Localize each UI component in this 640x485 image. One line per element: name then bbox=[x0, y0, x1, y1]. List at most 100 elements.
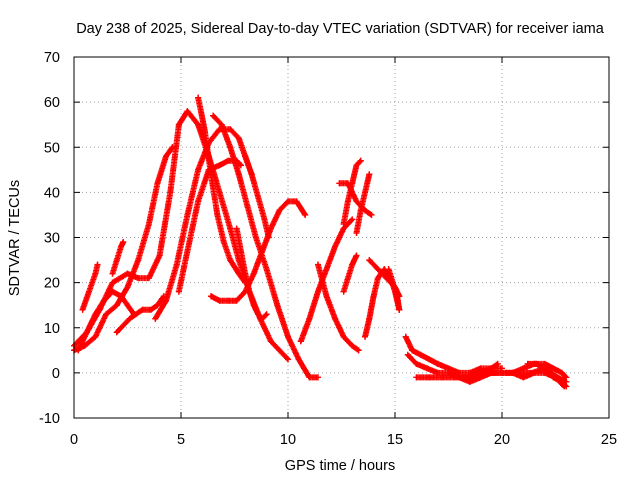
data-point bbox=[332, 315, 339, 322]
data-point bbox=[274, 302, 281, 309]
data-point bbox=[259, 248, 266, 255]
data-point bbox=[362, 189, 369, 196]
series-markers bbox=[385, 266, 403, 313]
data-point bbox=[353, 229, 360, 236]
data-point bbox=[235, 171, 242, 178]
data-point bbox=[263, 266, 270, 273]
data-point bbox=[385, 266, 392, 273]
data-point bbox=[167, 189, 174, 196]
series-arc-5 bbox=[109, 239, 127, 277]
data-point bbox=[139, 306, 146, 313]
data-point bbox=[113, 329, 120, 336]
data-point bbox=[285, 356, 291, 363]
series-arc-15 bbox=[314, 261, 362, 354]
data-point bbox=[207, 171, 214, 178]
data-point bbox=[83, 329, 90, 336]
data-point bbox=[135, 257, 142, 264]
data-point bbox=[402, 333, 409, 340]
series-arc-20 bbox=[362, 266, 403, 340]
data-point bbox=[152, 315, 159, 322]
data-point bbox=[113, 302, 120, 309]
data-point bbox=[109, 288, 116, 295]
data-point bbox=[434, 360, 441, 367]
series-arc-19 bbox=[353, 171, 373, 236]
y-tick-label: 20 bbox=[44, 276, 60, 292]
data-point bbox=[246, 288, 253, 295]
data-point bbox=[344, 180, 351, 187]
data-point bbox=[362, 333, 369, 340]
data-point bbox=[323, 293, 330, 300]
data-point bbox=[409, 347, 416, 354]
data-point bbox=[520, 365, 527, 372]
data-point bbox=[520, 374, 527, 381]
data-point bbox=[227, 126, 234, 133]
data-point bbox=[145, 275, 152, 282]
data-point bbox=[118, 243, 125, 250]
data-point bbox=[235, 270, 242, 277]
data-point bbox=[370, 293, 377, 300]
data-point bbox=[252, 234, 259, 241]
data-point bbox=[302, 211, 309, 218]
data-point bbox=[237, 248, 244, 255]
data-point bbox=[109, 279, 116, 286]
data-point bbox=[242, 270, 249, 277]
data-point bbox=[250, 302, 257, 309]
data-point bbox=[220, 239, 227, 246]
data-point bbox=[314, 288, 321, 295]
data-point bbox=[456, 374, 463, 381]
data-point bbox=[323, 266, 330, 273]
series-markers bbox=[79, 261, 101, 313]
x-tick-label: 0 bbox=[70, 432, 78, 448]
data-point bbox=[563, 374, 570, 381]
data-point bbox=[135, 275, 142, 282]
series-arc-13 bbox=[242, 153, 272, 241]
data-point bbox=[92, 311, 99, 318]
data-point bbox=[154, 302, 161, 309]
data-point bbox=[227, 144, 234, 151]
data-point bbox=[184, 108, 191, 115]
data-point bbox=[163, 153, 170, 160]
chart-title: Day 238 of 2025, Sidereal Day-to-day VTE… bbox=[76, 21, 605, 37]
data-point bbox=[216, 189, 223, 196]
data-point bbox=[265, 234, 272, 241]
data-point bbox=[195, 94, 202, 101]
data-point bbox=[79, 306, 86, 313]
data-point bbox=[169, 144, 176, 151]
data-point bbox=[396, 306, 403, 313]
data-point bbox=[201, 126, 208, 133]
data-point bbox=[109, 270, 116, 277]
data-point bbox=[156, 252, 163, 259]
data-point bbox=[85, 288, 92, 295]
data-point bbox=[227, 257, 234, 264]
data-point bbox=[558, 369, 565, 376]
y-tick-label: 50 bbox=[44, 140, 60, 156]
data-point bbox=[248, 171, 255, 178]
data-point bbox=[368, 211, 375, 218]
data-point bbox=[225, 297, 232, 304]
data-point bbox=[509, 369, 516, 376]
data-point bbox=[92, 270, 99, 277]
data-point bbox=[494, 360, 501, 367]
data-point bbox=[237, 162, 244, 169]
data-point bbox=[357, 207, 364, 214]
data-point bbox=[259, 315, 266, 322]
x-tick-label: 15 bbox=[387, 432, 403, 448]
y-tick-label: 10 bbox=[44, 321, 60, 337]
data-point bbox=[295, 356, 302, 363]
data-point bbox=[175, 121, 182, 128]
data-point bbox=[285, 198, 291, 205]
series-arc-28 bbox=[524, 360, 570, 390]
data-point bbox=[340, 220, 347, 227]
data-point bbox=[233, 225, 240, 232]
x-tick-label: 25 bbox=[601, 432, 617, 448]
data-point bbox=[207, 293, 214, 300]
data-point bbox=[267, 338, 274, 345]
series-markers bbox=[315, 261, 362, 354]
data-point bbox=[126, 315, 133, 322]
data-point bbox=[100, 297, 107, 304]
data-point bbox=[477, 374, 484, 381]
data-series bbox=[71, 94, 570, 390]
data-point bbox=[349, 216, 356, 223]
